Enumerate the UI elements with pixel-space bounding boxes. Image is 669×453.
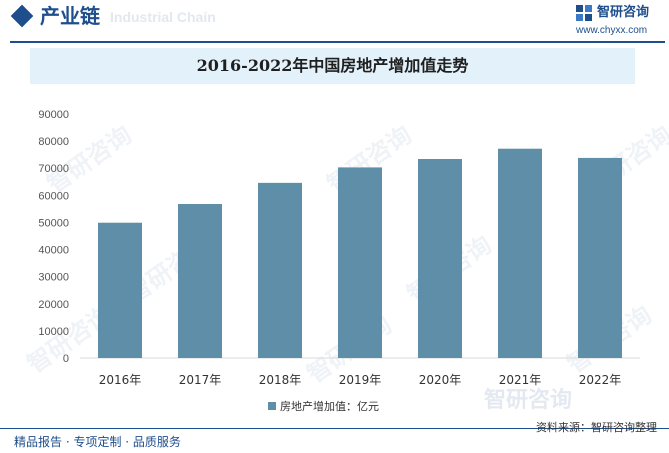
x-tick-label: 2020年 [419, 373, 462, 387]
y-tick-label: 0 [63, 353, 69, 365]
bar [498, 148, 542, 358]
y-tick-label: 40000 [38, 245, 69, 257]
y-tick-label: 60000 [38, 190, 69, 202]
brand-logo-icon [576, 5, 592, 21]
footer-tagline: 精品报告 · 专项定制 · 品质服务 [14, 435, 181, 449]
header: 产业链 Industrial Chain 智研咨询 www.chyxx.com [0, 0, 669, 40]
x-tick-label: 2018年 [259, 373, 302, 387]
chart-title-band: 2016-2022年中国房地产增加值走势 [30, 48, 635, 84]
x-tick-label: 2022年 [579, 373, 622, 387]
brand-name: 智研咨询 [597, 5, 650, 20]
x-tick-label: 2017年 [179, 373, 222, 387]
y-tick-label: 10000 [38, 326, 69, 338]
y-tick-label: 20000 [38, 299, 69, 311]
bar [178, 204, 222, 358]
bar [338, 167, 382, 358]
y-tick-label: 70000 [38, 163, 69, 175]
y-tick-label: 80000 [38, 136, 69, 148]
x-tick-label: 2019年 [339, 373, 382, 387]
watermark-brand: 智研咨询 [484, 388, 573, 413]
brand-url: www.chyxx.com [576, 25, 648, 36]
section-title: 产业链 [40, 4, 100, 28]
y-tick-label: 30000 [38, 272, 69, 284]
bar [418, 159, 462, 358]
x-tick-label: 2016年 [99, 373, 142, 387]
footer-divider [0, 428, 669, 429]
x-tick-label: 2021年 [499, 373, 542, 387]
data-source: 资料来源：智研咨询整理 [536, 421, 657, 434]
y-tick-label: 90000 [38, 109, 69, 121]
bar [578, 157, 622, 358]
chart-title: 2016-2022年中国房地产增加值走势 [196, 56, 469, 75]
bar [98, 222, 142, 358]
legend-swatch [268, 402, 276, 410]
header-divider [10, 41, 665, 43]
bar [258, 182, 302, 358]
legend-label: 房地产增加值：亿元 [280, 399, 379, 413]
y-tick-label: 50000 [38, 217, 69, 229]
section-subtitle-ghost: Industrial Chain [110, 9, 216, 25]
